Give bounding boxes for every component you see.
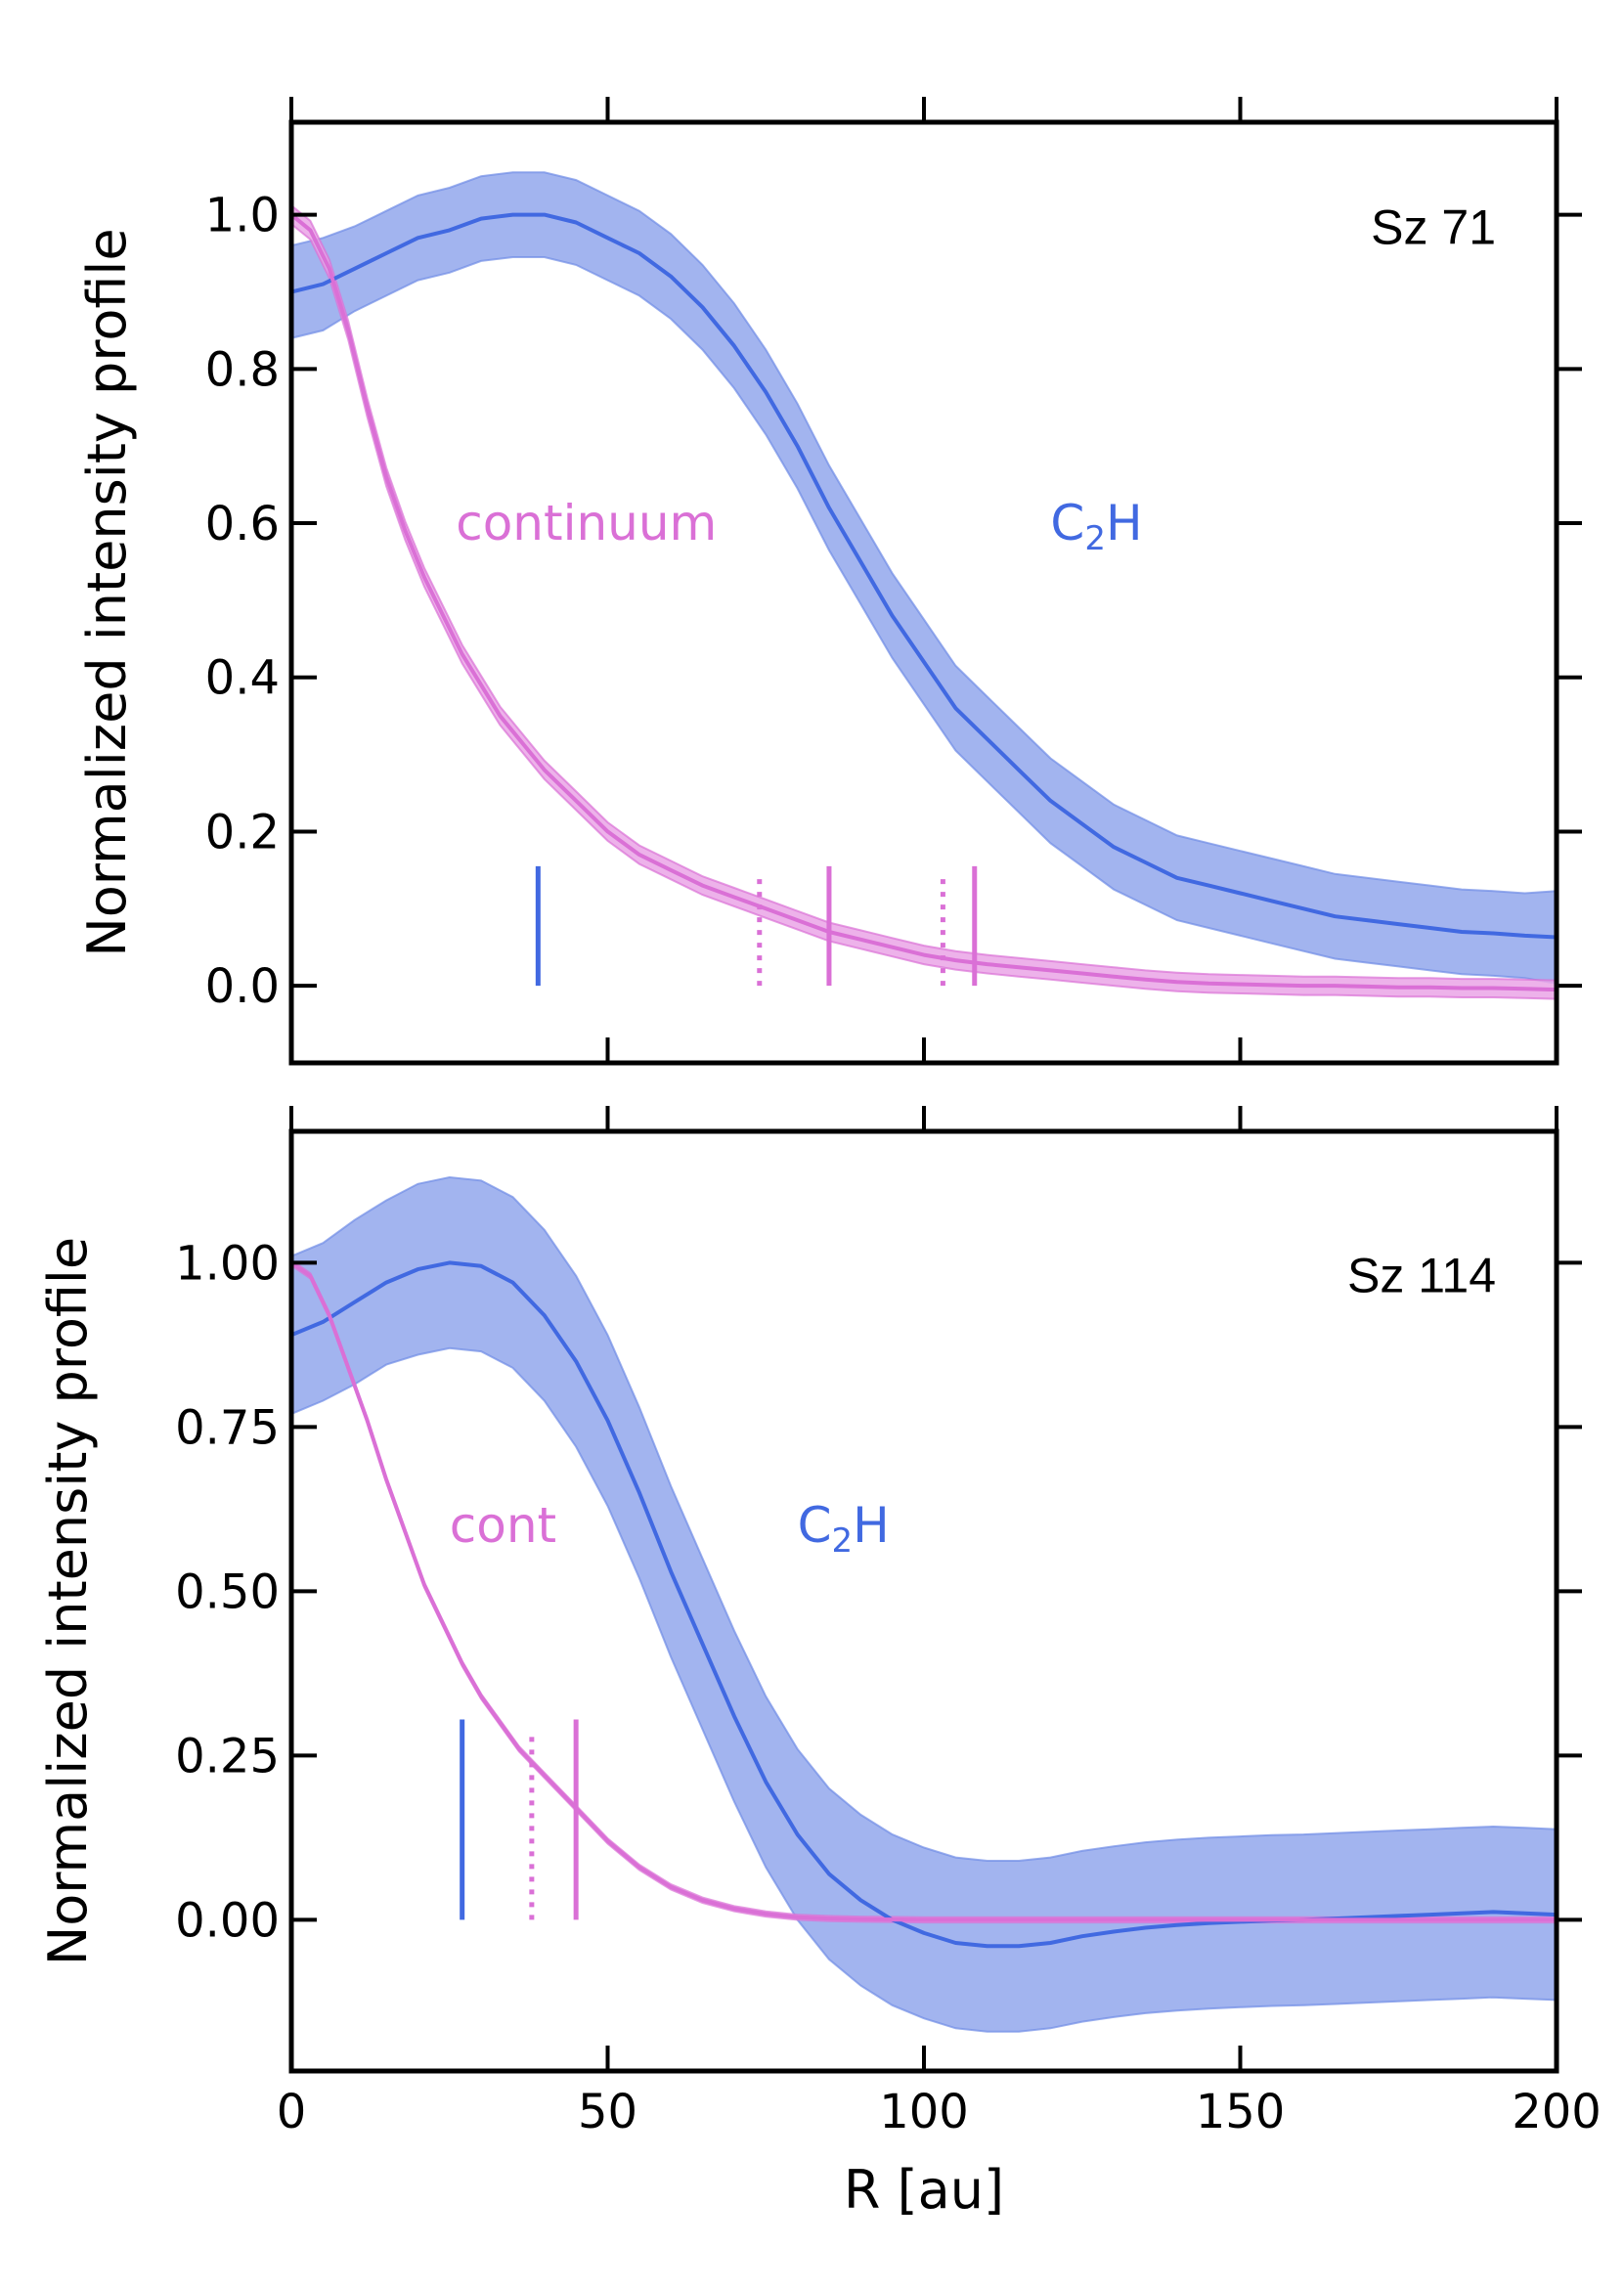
y-axis-label: Normalized intensity profile: [76, 228, 138, 956]
panel-sz71: 0.0 0.2 0.4 0.6 0.8 1.0 Normalized intensity p…: [76, 97, 1582, 1066]
y-tick-label: 0.25: [175, 1729, 280, 1784]
axes-frame: [288, 119, 1559, 1066]
y-tick-label: 0.8: [205, 342, 280, 397]
continuum-label: continuum: [456, 495, 717, 551]
axes-frame: [288, 1128, 1559, 2074]
y-tick-label: 0.2: [205, 805, 280, 859]
c2h-uncertainty-band: [291, 1175, 1557, 2033]
continuum-profile-line: [291, 1260, 1557, 1922]
c2h-label: C2H: [798, 1497, 890, 1561]
y-axis-label: Normalized intensity profile: [37, 1237, 99, 1965]
x-tick-label: 200: [1512, 2085, 1602, 2139]
c2h-profile-line: [291, 212, 1557, 940]
x-axis-label: R [au]: [844, 2159, 1004, 2221]
y-tick-label: 0.50: [175, 1564, 280, 1619]
y-tick-label: 0.75: [175, 1400, 280, 1455]
y-tick-label: 0.6: [205, 497, 280, 551]
panel-title: Sz 114: [1347, 1248, 1496, 1302]
c2h-label: C2H: [1050, 495, 1142, 558]
y-tick-label: 0.0: [205, 959, 280, 1014]
c2h-uncertainty-band: [291, 171, 1557, 985]
x-tick-label: 50: [578, 2085, 637, 2139]
panel-sz114: 0.00 0.25 0.50 0.75 1.00 0 50 100 150 200 Normaliz…: [37, 1106, 1602, 2139]
plot-area: [291, 1175, 1557, 2033]
y-tick-label: 1.00: [175, 1236, 280, 1291]
continuum-uncertainty-band: [291, 1258, 1557, 1924]
x-tick-label: 150: [1196, 2085, 1286, 2139]
y-tick-label: 0.00: [175, 1893, 280, 1948]
y-tick-label: 0.4: [205, 651, 280, 706]
x-tick-label: 100: [879, 2085, 969, 2139]
continuum-label: cont: [450, 1497, 556, 1554]
continuum-uncertainty-band: [291, 203, 1557, 1000]
plot-area: [291, 171, 1557, 1000]
x-tick-label: 0: [277, 2085, 307, 2139]
continuum-profile-line: [291, 213, 1557, 992]
y-tick-label: 1.0: [205, 189, 280, 243]
panel-title: Sz 71: [1371, 200, 1496, 255]
